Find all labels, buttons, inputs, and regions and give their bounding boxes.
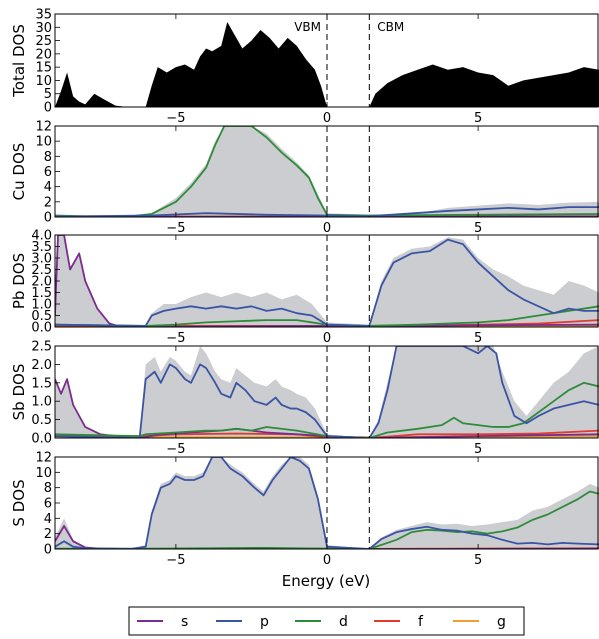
ytick-label-s: 4 — [44, 512, 52, 527]
ytick-label-total: 25 — [35, 34, 52, 49]
envelope-total — [55, 21, 599, 107]
ytick-label-pb: 3.0 — [31, 252, 52, 267]
ytick-label-pb: 2.5 — [31, 263, 52, 278]
ytick-label-total: 5 — [44, 87, 52, 102]
ytick-label-total: 10 — [35, 74, 52, 89]
vbm-label: VBM — [294, 20, 321, 34]
xtick-label-cu: −5 — [166, 221, 185, 236]
ytick-label-pb: 2.0 — [31, 275, 52, 290]
envelope-pb — [55, 235, 599, 327]
ytick-label-pb: 3.5 — [31, 240, 52, 255]
xtick-label-s: 5 — [474, 553, 482, 568]
series-sb-d — [55, 381, 599, 438]
ytick-label-cu: 2 — [44, 195, 52, 210]
ytick-label-s: 10 — [35, 466, 52, 481]
cbm-label: CBM — [377, 20, 404, 34]
axis-frame-sb — [54, 345, 599, 439]
ytick-label-sb: 2.0 — [31, 358, 52, 373]
ylabel-total: Total DOS — [10, 24, 28, 98]
legend-label-g: g — [497, 614, 506, 630]
envelope-sb — [55, 346, 599, 438]
xtick-label-pb: 5 — [474, 331, 482, 346]
panel-pb: 0.00.51.01.52.02.53.03.54.0 −5 0 5 Pb DOS — [10, 229, 599, 346]
ytick-label-pb: 0.0 — [31, 321, 52, 336]
xtick-label-total: −5 — [166, 111, 185, 126]
ytick-label-sb: 2.5 — [31, 340, 52, 355]
ytick-label-total: 15 — [35, 61, 52, 76]
plot-area-total — [55, 21, 599, 107]
ytick-label-pb: 0.5 — [31, 309, 52, 324]
ytick-label-cu: 12 — [35, 120, 52, 135]
series-cu-d — [55, 126, 599, 217]
ytick-label-cu: 8 — [44, 150, 52, 165]
x-axis-label: Energy (eV) — [282, 572, 370, 590]
xtick-label-s: 0 — [323, 553, 331, 568]
legend-label-s: s — [181, 614, 188, 630]
ytick-label-pb: 1.5 — [31, 286, 52, 301]
ytick-label-s: 2 — [44, 527, 52, 542]
ylabel-sb: Sb DOS — [10, 364, 28, 421]
ytick-label-sb: 1.0 — [31, 395, 52, 410]
ylabel-pb: Pb DOS — [10, 253, 28, 309]
ytick-label-cu: 10 — [35, 135, 52, 150]
xtick-label-sb: 5 — [474, 442, 482, 457]
ylabel-cu: Cu DOS — [10, 143, 28, 201]
xtick-label-cu: 5 — [474, 221, 482, 236]
ytick-label-sb: 0.5 — [31, 413, 52, 428]
xtick-label-pb: −5 — [166, 331, 185, 346]
series-sb-p — [55, 346, 599, 438]
ytick-label-cu: 0 — [44, 211, 52, 226]
series-pb-s — [55, 235, 599, 327]
ytick-label-s: 6 — [44, 497, 52, 512]
series-cu-p — [55, 206, 599, 217]
ytick-label-sb: 1.5 — [31, 376, 52, 391]
ytick-label-total: 0 — [44, 101, 52, 116]
ytick-label-s: 8 — [44, 481, 52, 496]
legend-label-f: f — [418, 614, 424, 630]
xtick-label-sb: 0 — [323, 442, 331, 457]
xtick-label-s: −5 — [166, 553, 185, 568]
series-s-p — [55, 457, 599, 549]
xtick-label-total: 5 — [474, 111, 482, 126]
ytick-label-sb: 0.0 — [31, 432, 52, 447]
ytick-label-s: 12 — [35, 451, 52, 466]
xtick-label-cu: 0 — [323, 221, 331, 236]
panel-sb: 0.0 0.5 1.0 1.5 2.0 2.5 −5 0 5 Sb DOS — [10, 340, 599, 457]
series-s-d — [55, 490, 599, 549]
legend-label-p: p — [260, 614, 269, 630]
axis-frame-total — [54, 13, 599, 108]
ytick-label-cu: 4 — [44, 180, 52, 195]
envelope-cu — [55, 126, 599, 217]
ytick-label-total: 20 — [35, 47, 52, 62]
ytick-label-pb: 1.0 — [31, 298, 52, 313]
xtick-label-total: 0 — [323, 111, 331, 126]
legend-label-d: d — [339, 614, 348, 630]
ytick-label-total: 35 — [35, 8, 52, 23]
ytick-label-s: 0 — [44, 543, 52, 558]
ylabel-s: S DOS — [10, 479, 28, 526]
xtick-label-pb: 0 — [323, 331, 331, 346]
xtick-label-sb: −5 — [166, 442, 185, 457]
ytick-label-total: 30 — [35, 21, 52, 36]
ytick-label-pb: 4.0 — [31, 229, 52, 244]
ytick-label-cu: 6 — [44, 165, 52, 180]
